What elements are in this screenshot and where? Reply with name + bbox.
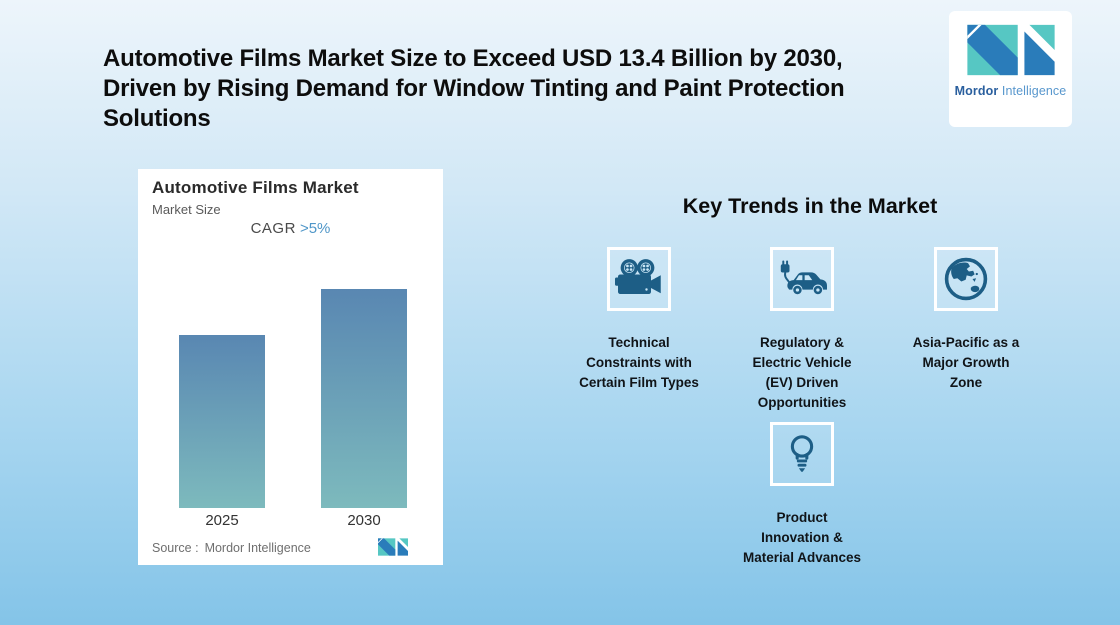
brand-logo-card: Mordor Intelligence	[949, 11, 1072, 127]
trend-label-line: Zone	[949, 375, 983, 390]
trend-label-line: Technical	[608, 335, 670, 350]
mordor-intelligence-mini-logo-icon	[378, 538, 408, 556]
page-title: Automotive Films Market Size to Exceed U…	[103, 45, 845, 132]
trend-label-line: Innovation &	[761, 530, 843, 545]
chart-subtitle: Market Size	[152, 202, 221, 217]
trend-label: Asia-Pacific as a Major Growth Zone	[876, 333, 1056, 393]
bar-2030	[321, 289, 407, 508]
icon-box	[770, 422, 834, 486]
trend-label-line: Regulatory &	[759, 335, 844, 350]
brand-name-bold: Mordor	[954, 84, 999, 98]
trend-label: Technical Constraints with Certain Film …	[549, 333, 729, 393]
globe-asia-icon	[944, 257, 988, 301]
trend-label-line: Material Advances	[742, 550, 862, 565]
ev-car-icon	[780, 260, 827, 295]
market-size-chart-card: Automotive Films Market Market Size CAGR…	[138, 169, 443, 565]
trend-asia-pacific-growth: Asia-Pacific as a Major Growth Zone	[876, 247, 1056, 393]
bar-2025	[179, 335, 265, 508]
lightbulb-icon	[790, 435, 814, 472]
chart-source: Source : Mordor Intelligence	[152, 541, 311, 555]
trend-label-line: Certain Film Types	[579, 375, 699, 390]
brand-name: Mordor Intelligence	[949, 84, 1072, 98]
cagr-annotation: CAGR >5%	[138, 220, 443, 237]
key-trends-heading: Key Trends in the Market	[682, 194, 938, 218]
film-camera-icon	[615, 259, 661, 294]
icon-box	[934, 247, 998, 311]
bar-category-2025: 2025	[205, 512, 239, 529]
trend-label-line: Product	[776, 510, 828, 525]
trend-label: Product Innovation & Material Advances	[712, 508, 892, 568]
trend-product-innovation: Product Innovation & Material Advances	[712, 422, 892, 568]
icon-box	[770, 247, 834, 311]
cagr-label: CAGR	[250, 220, 296, 237]
chart-title: Automotive Films Market	[152, 178, 359, 197]
trend-technical-constraints: Technical Constraints with Certain Film …	[549, 247, 729, 393]
source-value: Mordor Intelligence	[204, 541, 311, 555]
trend-label-line: Electric Vehicle	[752, 355, 852, 370]
trend-ev-opportunities: Regulatory & Electric Vehicle (EV) Drive…	[712, 247, 892, 413]
trend-label-line: (EV) Driven	[765, 375, 839, 390]
brand-name-light: Intelligence	[1001, 84, 1067, 98]
cagr-value: >5%	[299, 220, 331, 237]
trend-label-line: Major Growth	[922, 355, 1010, 370]
source-label: Source :	[152, 541, 199, 555]
mordor-intelligence-logo-icon	[966, 24, 1055, 76]
icon-box	[607, 247, 671, 311]
trend-label-line: Asia-Pacific as a	[912, 335, 1020, 350]
trend-label-line: Constraints with	[586, 355, 692, 370]
trend-label-line: Opportunities	[757, 395, 847, 410]
trend-label: Regulatory & Electric Vehicle (EV) Drive…	[712, 333, 892, 413]
bar-category-2030: 2030	[347, 512, 381, 529]
